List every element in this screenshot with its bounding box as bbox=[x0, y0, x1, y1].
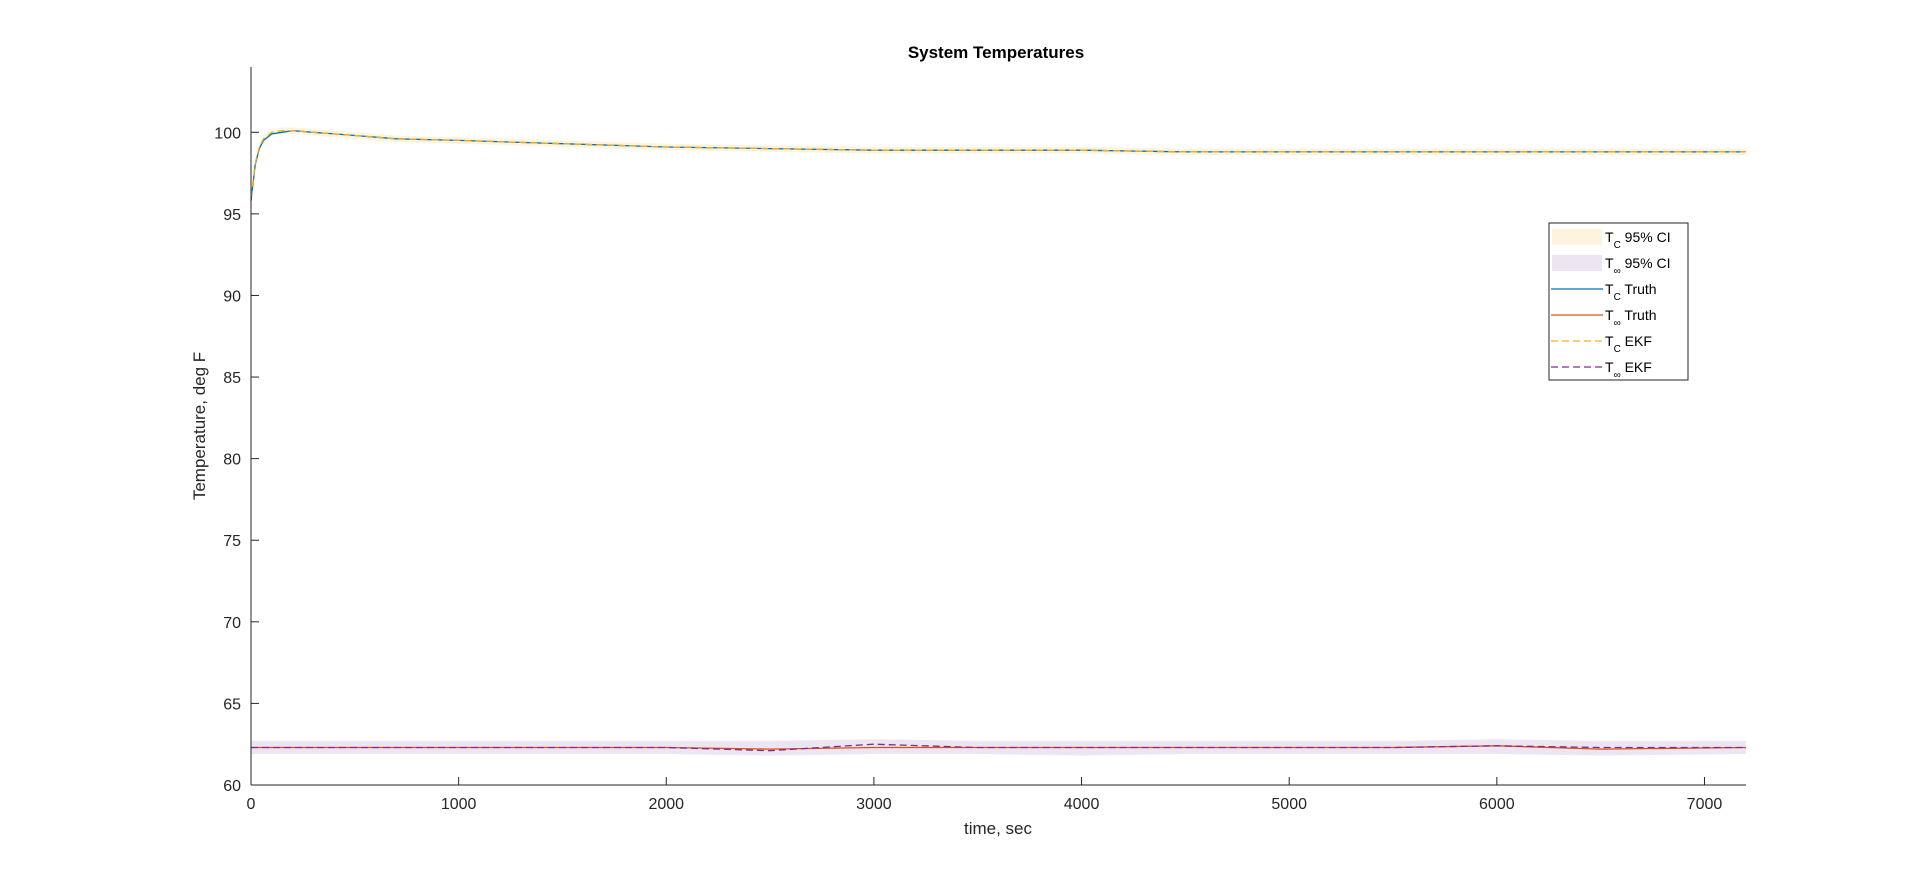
legend-label-4: TC EKF bbox=[1605, 333, 1652, 355]
x-tick-label: 2000 bbox=[648, 796, 684, 813]
y-tick-label: 65 bbox=[223, 696, 241, 713]
x-tick-label: 7000 bbox=[1687, 796, 1723, 813]
legend-label-5: T∞ EKF bbox=[1605, 359, 1652, 381]
confidence-bands bbox=[251, 127, 1746, 756]
y-tick-label: 75 bbox=[223, 533, 241, 550]
legend-label-3: T∞ Truth bbox=[1605, 307, 1657, 329]
y-tick-label: 100 bbox=[214, 125, 241, 142]
legend-label-1: T∞ 95% CI bbox=[1605, 255, 1671, 277]
x-tick-label: 4000 bbox=[1064, 796, 1100, 813]
series-line-5 bbox=[251, 743, 1746, 752]
axes bbox=[250, 67, 1746, 786]
x-tick-label: 1000 bbox=[441, 796, 477, 813]
series-line-4 bbox=[250, 129, 1746, 198]
legend-swatch-1 bbox=[1552, 255, 1602, 271]
y-tick-label: 95 bbox=[223, 207, 241, 224]
series-line-2 bbox=[250, 129, 1746, 201]
x-tick-label: 3000 bbox=[856, 796, 892, 813]
ci-band-0 bbox=[251, 127, 1746, 201]
y-axis-label: Temperature, deg F bbox=[190, 352, 209, 500]
y-tick-label: 80 bbox=[223, 452, 241, 469]
y-tick-label: 90 bbox=[223, 288, 241, 305]
chart-title: System Temperatures bbox=[908, 43, 1084, 62]
y-tick-label: 85 bbox=[223, 370, 241, 387]
x-tick-label: 6000 bbox=[1479, 796, 1515, 813]
legend-box bbox=[1548, 222, 1689, 381]
legend-swatch-0 bbox=[1552, 229, 1602, 245]
y-ticks: 60 65 70 75 80 85 90 95 100 bbox=[214, 125, 259, 795]
x-tick-label: 0 bbox=[247, 796, 256, 813]
legend-label-2: TC Truth bbox=[1605, 281, 1657, 303]
y-tick-label: 70 bbox=[223, 615, 241, 632]
x-axis-label: time, sec bbox=[964, 819, 1033, 838]
x-ticks: 0 1000 2000 3000 4000 5000 6000 7000 bbox=[247, 777, 1723, 813]
legend-label-0: TC 95% CI bbox=[1605, 229, 1671, 251]
y-tick-label: 60 bbox=[223, 778, 241, 795]
legend: TC 95% CI T∞ 95% CI TC Truth T∞ Truth TC EKF… bbox=[1548, 222, 1689, 381]
x-tick-label: 5000 bbox=[1271, 796, 1307, 813]
series-lines bbox=[250, 129, 1747, 752]
